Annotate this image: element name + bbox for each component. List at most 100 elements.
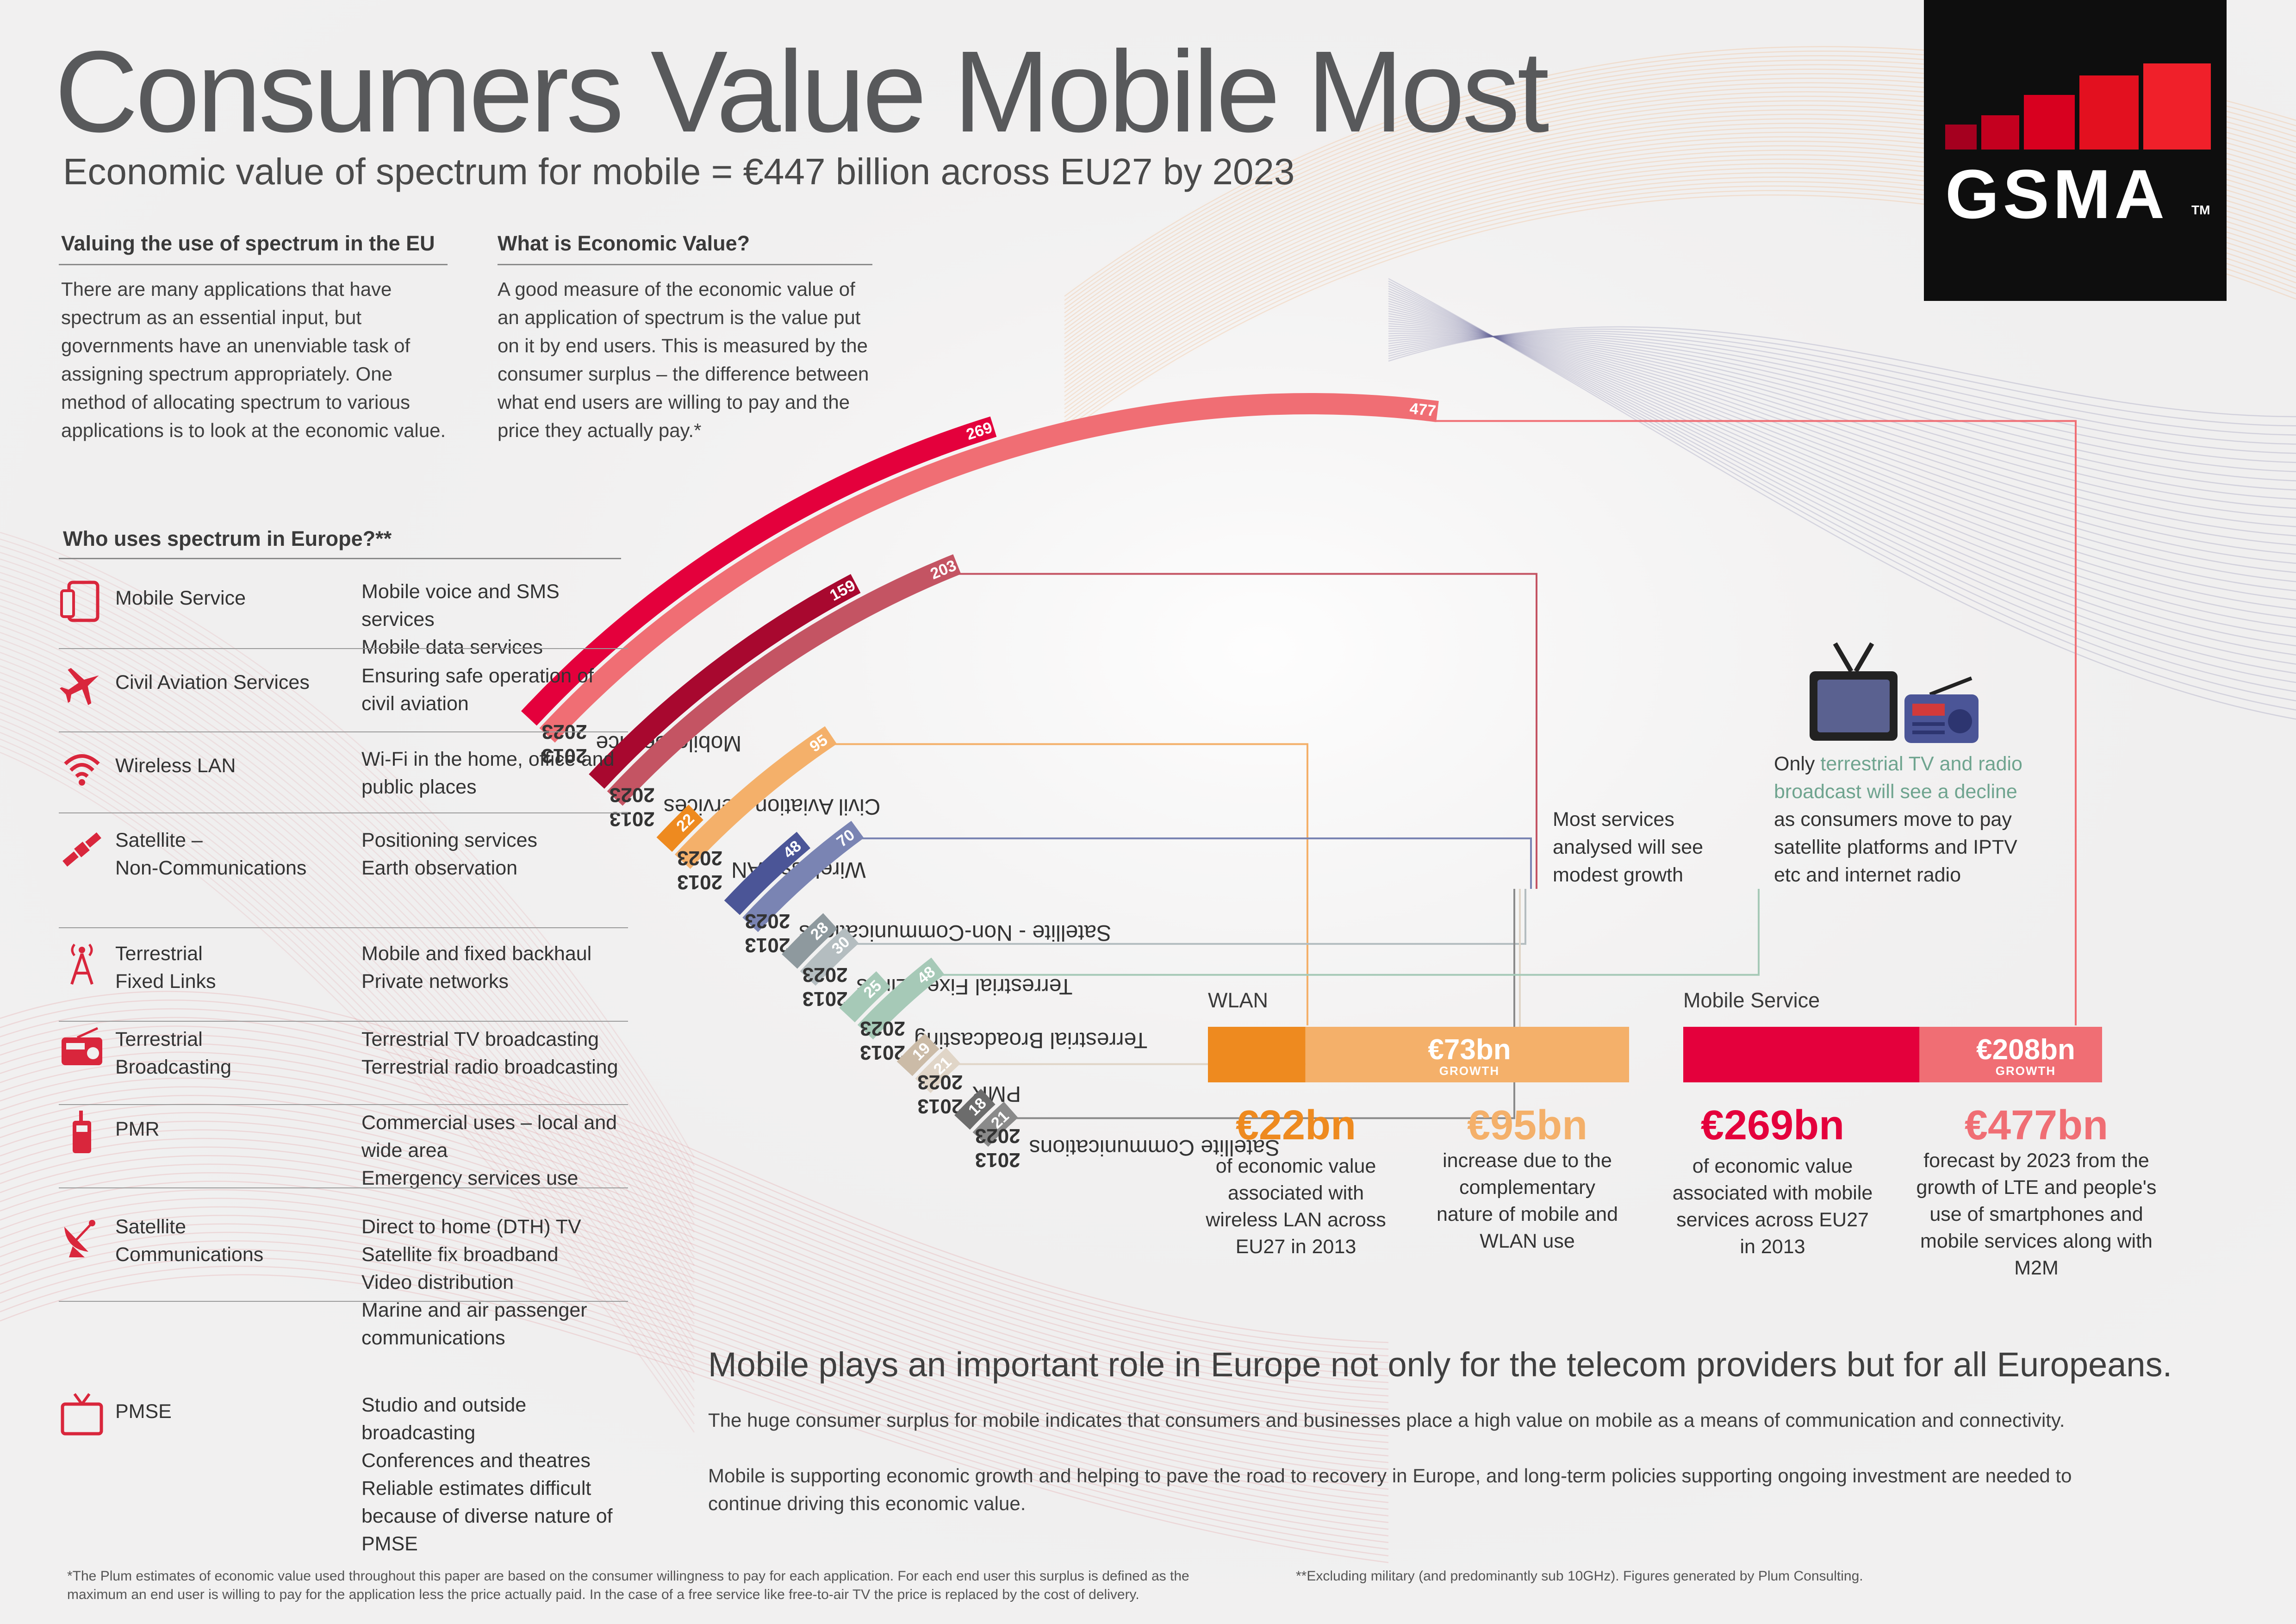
- year-label-2023: 2023: [860, 1017, 905, 1040]
- category-label: Satellite Communications: [1029, 1135, 1280, 1160]
- radio-icon: [59, 1025, 105, 1072]
- arc-terrestrial-broadcasting-2023: [857, 957, 945, 1040]
- bottom-paragraph-2: Mobile is supporting economic growth and…: [708, 1465, 2072, 1514]
- mobile-2013-value: €269bn: [1700, 1102, 1845, 1149]
- arc-satellite-communications-2023: [972, 1101, 1018, 1147]
- uses-row-separator: [59, 648, 628, 649]
- who-uses-heading: Who uses spectrum in Europe?**: [63, 527, 392, 550]
- bottom-heading: Mobile plays an important role in Europe…: [708, 1345, 2172, 1384]
- uses-row-name: PMSE: [115, 1400, 172, 1423]
- arc-wireless-lan-2013: [656, 805, 703, 852]
- decline-note: Only terrestrial TV and radio broadcast …: [1774, 750, 2033, 889]
- uses-row-name: PMR: [115, 1118, 160, 1140]
- logo-bar-1: [1945, 125, 1977, 150]
- year-label-2013: 2013: [917, 1095, 963, 1118]
- economic-value-text: A good measure of the economic value of …: [498, 278, 869, 441]
- arc-mobile-service-2013: [521, 416, 997, 726]
- year-label-2013: 2013: [803, 987, 848, 1010]
- wlan-bar-2013: [1208, 1027, 1306, 1082]
- category-label: Terrestrial Broadcasting: [914, 1028, 1147, 1052]
- airplane-icon: [59, 662, 105, 708]
- logo-bar-5: [2143, 63, 2211, 150]
- year-label-2023: 2023: [917, 1071, 963, 1093]
- radio-icon: [1904, 676, 1979, 743]
- arc-civil-aviation-services-2013: [589, 574, 861, 789]
- walkie-talkie-icon: [59, 1109, 105, 1155]
- who-uses-rule: [59, 558, 621, 559]
- tablet-icon: [59, 578, 105, 624]
- wlan-summary-label: WLAN: [1208, 988, 1269, 1012]
- uses-row-separator: [59, 812, 628, 813]
- antenna-tower-icon: [59, 940, 105, 986]
- uses-row-name: Satellite – Non-Communications: [115, 829, 307, 879]
- tv-icon: [59, 1391, 105, 1437]
- category-label: Civil Aviation Services: [664, 794, 881, 818]
- year-label-2013: 2013: [542, 744, 587, 767]
- mobile-2013-caption: of economic value associated with mobile…: [1672, 1155, 1873, 1258]
- decline-note-highlight: terrestrial TV and radio broadcast will …: [1774, 753, 2022, 803]
- page-title: Consumers Value Mobile Most: [55, 27, 1549, 156]
- mobile-growth-value: €208bn: [1976, 1034, 2075, 1066]
- arc-satellite-non-communications-2023: [742, 821, 864, 932]
- uses-row-description: Studio and outside broadcasting Conferen…: [361, 1394, 613, 1555]
- year-label-2023: 2023: [975, 1124, 1020, 1147]
- uses-row-name: Civil Aviation Services: [115, 671, 310, 693]
- logo-bar-2: [1981, 115, 2019, 150]
- arc-satellite-communications-2013: [954, 1088, 996, 1130]
- arc-mobile-service-2023: [539, 393, 1439, 743]
- year-label-2013: 2013: [860, 1041, 905, 1064]
- wlan-bar-growth: [1305, 1027, 1629, 1082]
- wifi-icon: [59, 745, 105, 792]
- uses-row-name: Mobile Service: [115, 587, 246, 609]
- logo-wordmark: GSMA: [1945, 155, 2168, 233]
- connector-line: [1434, 420, 2077, 1025]
- wlan-growth-label: GROWTH: [1439, 1064, 1500, 1078]
- logo-tm: TM: [2191, 203, 2210, 217]
- connector-line: [862, 837, 1532, 889]
- mobile-bar-growth: [1919, 1027, 2102, 1082]
- bottom-paragraph-1: The huge consumer surplus for mobile ind…: [708, 1409, 2065, 1431]
- connector-line: [1016, 889, 1515, 1119]
- year-label-2013: 2013: [745, 934, 790, 956]
- year-label-2013: 2013: [677, 871, 722, 893]
- uses-row-description: Wi-Fi in the home, office and public pla…: [361, 748, 615, 798]
- economic-value-rule: [498, 264, 872, 265]
- connector-line: [959, 573, 1537, 889]
- arc-satellite-non-communications-2013: [724, 831, 811, 915]
- footnote-2: **Excluding military (and predominantly …: [1296, 1568, 1863, 1584]
- wlan-growth-value: €73bn: [1428, 1034, 1511, 1066]
- valuing-rule: [59, 264, 448, 265]
- decline-note-suffix: as consumers move to pay satellite platf…: [1774, 808, 2017, 886]
- mobile-growth-label: GROWTH: [1995, 1064, 2056, 1078]
- uses-row-name: Satellite Communications: [115, 1216, 264, 1266]
- arc-pmr-2023: [915, 1048, 961, 1093]
- year-label-2023: 2023: [803, 963, 848, 986]
- uses-row-description: Direct to home (DTH) TV Satellite fix br…: [361, 1216, 587, 1349]
- satellite-icon: [59, 826, 105, 873]
- year-label-2023: 2023: [677, 847, 722, 869]
- year-label-2013: 2013: [610, 807, 655, 830]
- mobile-summary-label: Mobile Service: [1683, 988, 1820, 1012]
- uses-row-description: Terrestrial TV broadcasting Terrestrial …: [361, 1028, 618, 1078]
- valuing-heading: Valuing the use of spectrum in the EU: [61, 231, 435, 255]
- connector-line: [834, 743, 1308, 1025]
- year-label-2023: 2023: [610, 783, 655, 806]
- arc-terrestrial-broadcasting-2013: [839, 971, 891, 1023]
- uses-row-description: Commercial uses – local and wide area Em…: [361, 1112, 617, 1189]
- arc-terrestrial-fixed-links-2023: [800, 927, 859, 986]
- gsma-logo: GSMA TM: [1924, 0, 2227, 301]
- uses-row-separator: [59, 1104, 628, 1105]
- uses-row-separator: [59, 731, 628, 732]
- growth-note: Most services analysed will see modest g…: [1553, 808, 1704, 886]
- economic-value-heading: What is Economic Value?: [498, 231, 750, 255]
- decline-note-prefix: Only: [1774, 753, 1821, 775]
- satellite-dish-icon: [59, 1213, 105, 1259]
- arc-value-label: 269: [964, 418, 995, 443]
- uses-row-separator: [59, 1301, 628, 1302]
- wlan-2023-caption: increase due to the complementary nature…: [1436, 1149, 1618, 1252]
- wlan-2013-value: €22bn: [1235, 1102, 1356, 1149]
- wlan-2023-value: €95bn: [1467, 1102, 1588, 1149]
- mobile-bar-2013: [1683, 1027, 1920, 1082]
- mobile-2023-value: €477bn: [1964, 1102, 2109, 1149]
